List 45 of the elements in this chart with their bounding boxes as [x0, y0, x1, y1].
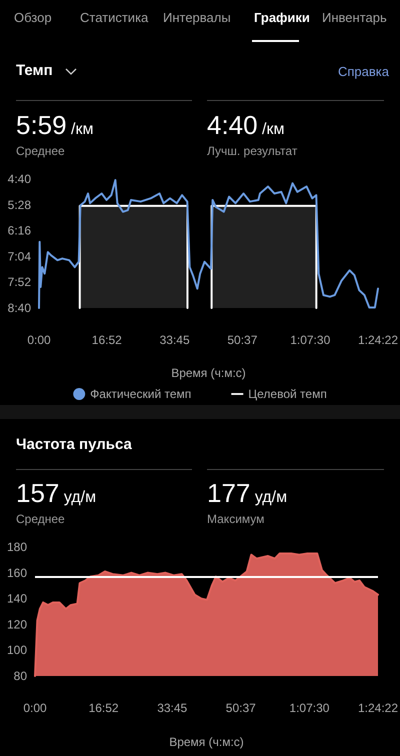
y-tick-label: 7:52	[8, 275, 32, 290]
text: 4:40 /км	[207, 110, 284, 141]
chart-title: Частота пульса	[16, 436, 132, 453]
text: 5:59 /км	[16, 110, 94, 141]
x-tick-label: 0:00	[23, 701, 47, 715]
y-tick-label: 100	[6, 643, 28, 658]
x-tick-label: 16:52	[92, 333, 122, 347]
x-tick-label: 1:24:22	[358, 333, 398, 347]
y-tick-label: 7:04	[8, 249, 32, 264]
x-tick-label: 1:24:22	[358, 701, 398, 715]
x-tick-label: 33:45	[157, 701, 188, 715]
text: 157 уд/м	[16, 478, 96, 509]
text: Среднее	[16, 144, 65, 158]
x-tick-label: 1:07:30	[290, 333, 331, 347]
x-tick-label: 16:52	[88, 701, 119, 715]
legend-label: Фактический темп	[90, 387, 192, 401]
x-tick-label: 33:45	[160, 333, 190, 347]
y-tick-label: 80	[14, 669, 28, 683]
text: Лучш. результат	[207, 144, 298, 158]
text: 177 уд/м	[207, 478, 288, 509]
text: Справка	[338, 64, 389, 79]
y-tick-label: 8:40	[8, 301, 32, 315]
y-tick-label: 5:28	[8, 198, 32, 212]
text: Обзор	[14, 10, 52, 25]
x-axis-title: Время (ч:м:с)	[169, 735, 244, 749]
text: Интервалы	[163, 10, 231, 25]
x-tick-label: 50:37	[227, 333, 258, 347]
chart-title: Темп	[16, 62, 53, 79]
y-tick-label: 160	[6, 566, 28, 580]
text: Статистика	[80, 10, 148, 25]
line-series	[38, 179, 379, 309]
text: Инвентарь	[322, 10, 387, 25]
text: Графики	[254, 10, 310, 25]
y-tick-label: 4:40	[8, 172, 32, 186]
text: Среднее	[16, 512, 65, 526]
y-tick-label: 140	[6, 592, 28, 606]
legend-label: Целевой темп	[248, 387, 327, 401]
x-tick-label: 50:37	[226, 701, 256, 715]
y-tick-label: 6:16	[8, 224, 32, 238]
y-tick-label: 120	[6, 617, 28, 632]
x-axis-title: Время (ч:м:с)	[171, 366, 246, 380]
text: Максимум	[207, 512, 264, 526]
y-tick-label: 180	[6, 540, 28, 554]
x-tick-label: 0:00	[27, 333, 51, 347]
x-tick-label: 1:07:30	[289, 701, 330, 715]
